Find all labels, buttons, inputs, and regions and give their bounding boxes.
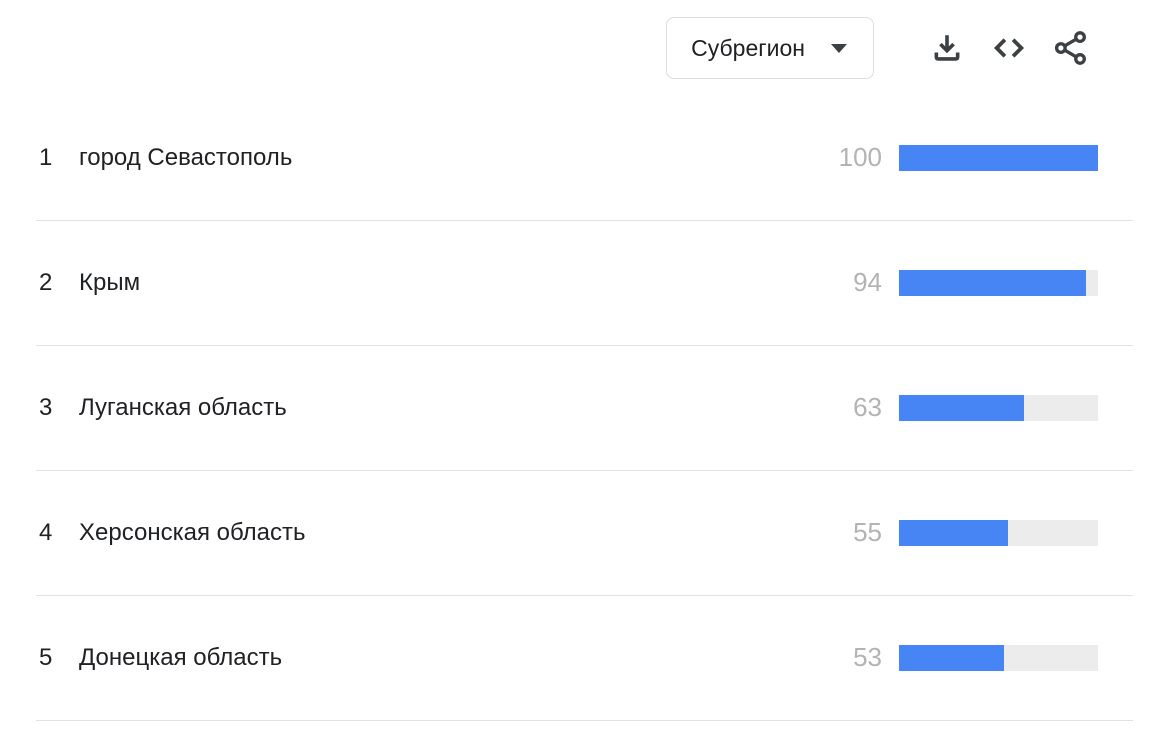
embed-code-icon <box>993 38 1025 58</box>
row-label: Херсонская область <box>79 518 306 546</box>
bar-track <box>899 394 1098 421</box>
bar-fill <box>899 144 1098 171</box>
row-rank: 2 <box>39 268 53 296</box>
bar-track <box>899 144 1098 171</box>
row-value: 94 <box>853 267 882 298</box>
row-divider <box>36 219 1133 221</box>
row-divider <box>36 344 1133 346</box>
caret-down-icon <box>831 43 847 53</box>
list-item[interactable]: 5 Донецкая область 53 <box>0 596 1158 721</box>
share-button[interactable] <box>1048 25 1094 71</box>
row-divider <box>36 719 1133 721</box>
bar-fill <box>899 519 1009 546</box>
row-value: 100 <box>838 142 882 173</box>
list-item[interactable]: 2 Крым 94 <box>0 221 1158 346</box>
list-item[interactable]: 1 город Севастополь 100 <box>0 96 1158 221</box>
row-rank: 5 <box>39 643 53 671</box>
row-rank: 3 <box>39 393 53 421</box>
list-item[interactable]: 4 Херсонская область 55 <box>0 471 1158 596</box>
bar-track <box>899 269 1098 296</box>
download-icon <box>934 35 960 61</box>
subregion-dropdown[interactable]: Субрегион <box>666 17 874 79</box>
row-divider <box>36 594 1133 596</box>
share-icon <box>1054 31 1086 65</box>
embed-button[interactable] <box>986 25 1032 71</box>
subregion-list: 1 город Севастополь 100 2 Крым 94 3 Луга… <box>0 96 1158 721</box>
row-value: 55 <box>853 517 882 548</box>
row-label: Донецкая область <box>79 643 283 671</box>
row-label: Луганская область <box>79 393 287 421</box>
row-label: город Севастополь <box>79 143 293 171</box>
bar-fill <box>899 644 1005 671</box>
row-value: 63 <box>853 392 882 423</box>
row-divider <box>36 469 1133 471</box>
bar-fill <box>899 269 1087 296</box>
subregion-dropdown-label: Субрегион <box>691 34 805 61</box>
row-label: Крым <box>79 268 141 296</box>
bar-fill <box>899 394 1025 421</box>
list-item[interactable]: 3 Луганская область 63 <box>0 346 1158 471</box>
row-rank: 4 <box>39 518 53 546</box>
bar-track <box>899 519 1098 546</box>
row-value: 53 <box>853 642 882 673</box>
bar-track <box>899 644 1098 671</box>
row-rank: 1 <box>39 143 53 171</box>
download-button[interactable] <box>924 25 970 71</box>
widget-toolbar: Субрегион <box>0 0 1158 96</box>
